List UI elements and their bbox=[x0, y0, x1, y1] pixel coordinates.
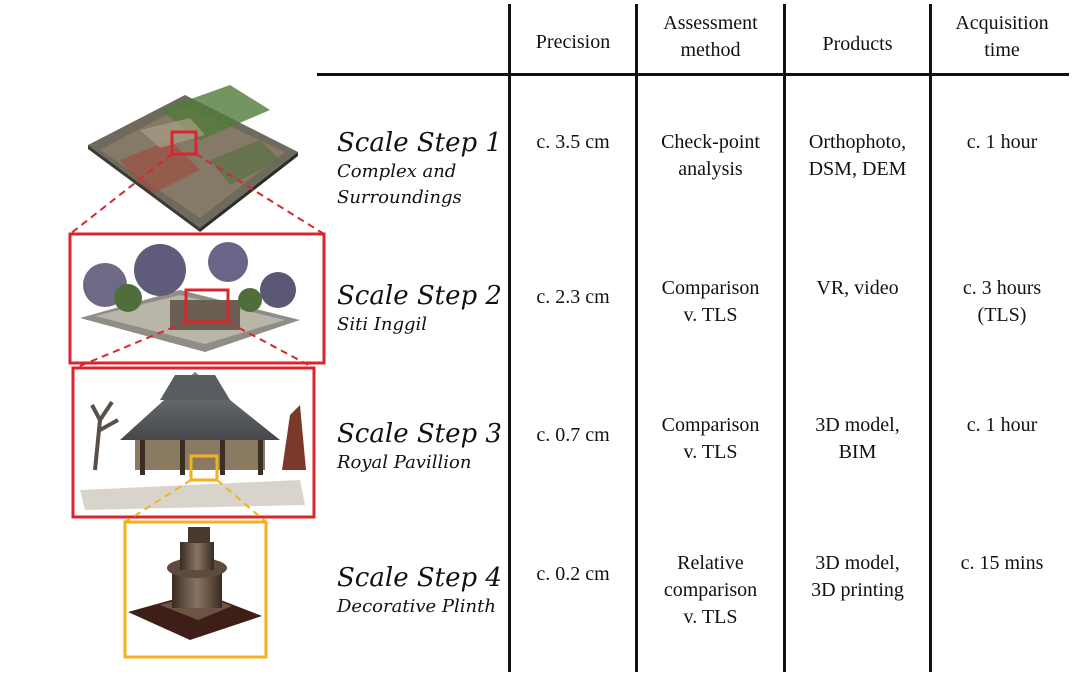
header-assessment-method: Assessment method bbox=[663, 12, 758, 61]
assessment-cell: Relative comparison v. TLS bbox=[663, 552, 758, 628]
row-step-3: Scale Step 3 Royal Pavillion bbox=[337, 419, 502, 476]
column-divider-2 bbox=[635, 4, 638, 672]
precision-cell: c. 0.7 cm bbox=[536, 424, 610, 446]
step-subtitle: Royal Pavillion bbox=[337, 452, 472, 474]
row-step-4: Scale Step 4 Decorative Plinth bbox=[337, 563, 502, 620]
precision-cell: c. 2.3 cm bbox=[536, 286, 610, 308]
header-precision: Precision bbox=[535, 31, 611, 53]
step-title: Scale Step 3 bbox=[337, 419, 502, 449]
header-rule bbox=[317, 73, 1069, 76]
products-cell: 3D model, BIM bbox=[815, 414, 900, 463]
acquisition-cell: c. 1 hour bbox=[966, 414, 1038, 436]
step1-left-connector bbox=[69, 153, 173, 235]
step-title: Scale Step 2 bbox=[337, 281, 502, 311]
header-products: Products bbox=[822, 33, 893, 55]
decorative-plinth-model-image bbox=[128, 527, 262, 640]
assessment-cell: Check-point analysis bbox=[661, 131, 760, 180]
header-acquisition-time: Acquisition time bbox=[955, 12, 1049, 61]
royal-pavilion-model-image bbox=[80, 372, 306, 510]
step3-left-connector bbox=[124, 479, 192, 523]
assessment-cell: Comparison v. TLS bbox=[661, 414, 760, 463]
step-subtitle: Decorative Plinth bbox=[337, 596, 496, 618]
acquisition-cell: c. 3 hours (TLS) bbox=[962, 277, 1042, 326]
step2-right-connector bbox=[227, 321, 315, 369]
row-step-2: Scale Step 2 Siti Inggil bbox=[337, 281, 502, 338]
siti-inggil-pointcloud-image bbox=[80, 242, 300, 352]
acquisition-cell: c. 1 hour bbox=[966, 131, 1038, 153]
step-subtitle: Complex and Surroundings bbox=[337, 161, 462, 209]
column-divider-1 bbox=[508, 4, 511, 672]
acquisition-cell: c. 15 mins bbox=[960, 552, 1044, 574]
assessment-cell: Comparison v. TLS bbox=[661, 277, 760, 326]
step1-detail-marker bbox=[170, 130, 198, 156]
products-cell: 3D model, 3D printing bbox=[811, 552, 904, 601]
column-divider-3 bbox=[783, 4, 786, 672]
step2-detail-marker bbox=[184, 288, 230, 324]
aerial-orthophoto-image bbox=[88, 85, 298, 232]
step2-left-connector bbox=[74, 321, 187, 369]
step-title: Scale Step 4 bbox=[337, 563, 502, 593]
precision-cell: c. 3.5 cm bbox=[536, 131, 610, 153]
precision-cell: c. 0.2 cm bbox=[536, 563, 610, 585]
products-cell: VR, video bbox=[816, 277, 899, 299]
step3-right-connector bbox=[216, 479, 267, 523]
step-title: Scale Step 1 bbox=[337, 128, 502, 158]
column-divider-4 bbox=[929, 4, 932, 672]
step1-right-connector bbox=[195, 153, 325, 235]
step-subtitle: Siti Inggil bbox=[337, 314, 428, 336]
step3-detail-marker bbox=[189, 454, 219, 482]
row-step-1: Scale Step 1 Complex and Surroundings bbox=[337, 128, 502, 211]
products-cell: Orthophoto, DSM, DEM bbox=[808, 131, 907, 180]
